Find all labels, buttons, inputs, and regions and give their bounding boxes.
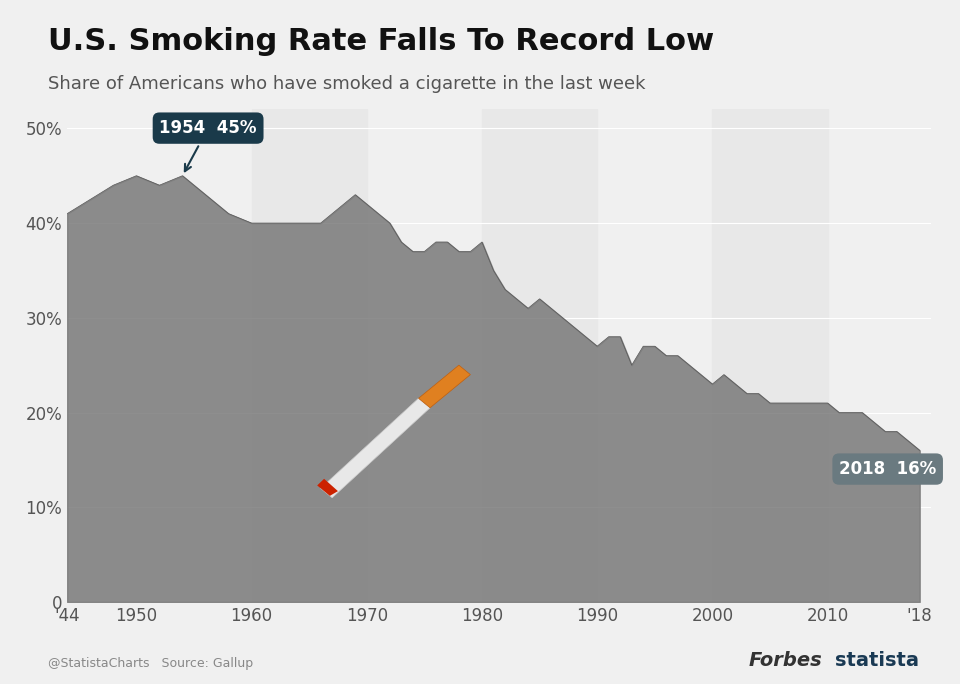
Bar xyxy=(482,109,597,602)
Text: Forbes: Forbes xyxy=(749,651,823,670)
Text: statista: statista xyxy=(835,651,920,670)
Polygon shape xyxy=(321,398,430,498)
Text: @StatistaCharts   Source: Gallup: @StatistaCharts Source: Gallup xyxy=(48,657,253,670)
Bar xyxy=(252,109,367,602)
Text: 2018  16%: 2018 16% xyxy=(839,460,936,478)
Text: Share of Americans who have smoked a cigarette in the last week: Share of Americans who have smoked a cig… xyxy=(48,75,645,93)
Text: U.S. Smoking Rate Falls To Record Low: U.S. Smoking Rate Falls To Record Low xyxy=(48,27,714,56)
Bar xyxy=(712,109,828,602)
Polygon shape xyxy=(317,479,338,496)
Polygon shape xyxy=(419,365,470,408)
Text: 1954  45%: 1954 45% xyxy=(159,119,257,171)
